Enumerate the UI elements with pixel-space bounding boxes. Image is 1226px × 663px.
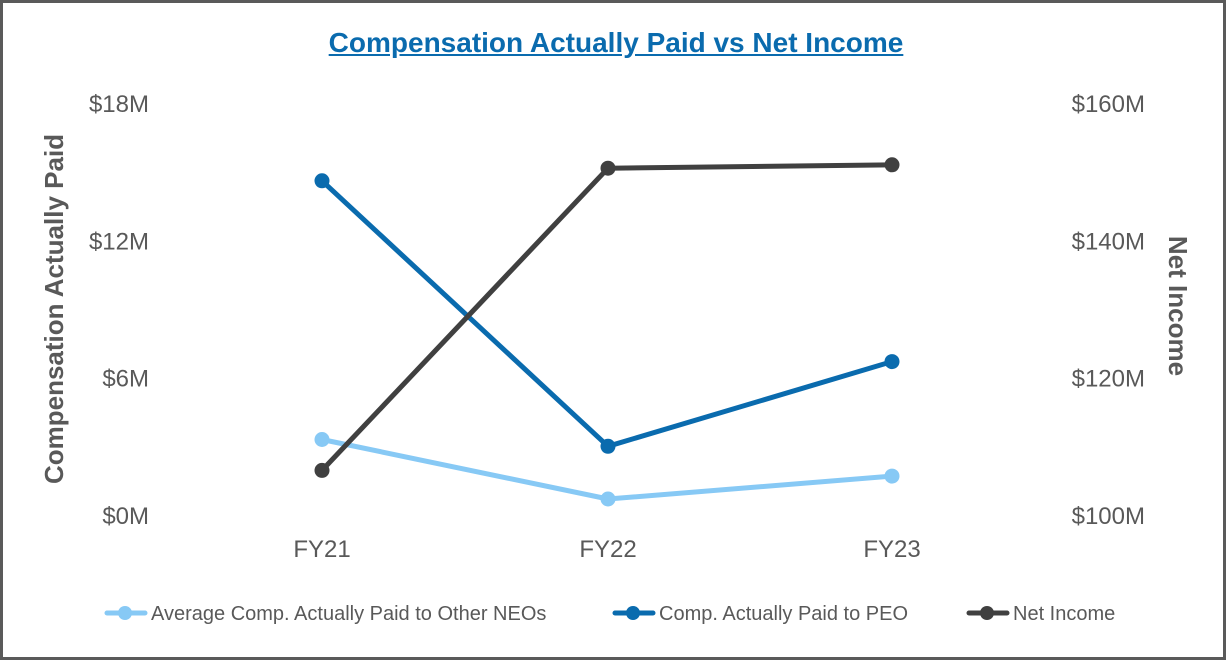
x-tick-label: FY22 (579, 536, 636, 563)
legend-label-avg_neo: Average Comp. Actually Paid to Other NEO… (151, 603, 546, 625)
y-left-tick-label: $6M (102, 366, 149, 393)
data-point-net_income (884, 157, 900, 173)
data-point-net_income (314, 462, 330, 478)
y-left-tick-label: $12M (89, 228, 149, 255)
y-left-tick-label: $18M (89, 91, 149, 118)
series-line-net_income (319, 162, 895, 473)
y-right-tick-label: $100M (1072, 503, 1145, 530)
chart-svg: $0M $6M $12M $18M $100M $120M $140M $160M FY21 FY… (39, 91, 1193, 625)
data-point-net_income (600, 160, 616, 176)
y-left-axis-title: Compensation Actually Paid (39, 134, 69, 484)
chart-title: Compensation Actually Paid vs Net Income (328, 27, 904, 58)
legend-marker-avg_neo (118, 606, 132, 620)
y-left-tick-label: $0M (102, 503, 149, 530)
data-point-peo (314, 173, 330, 189)
legend-marker-peo (626, 606, 640, 620)
y-right-tick-label: $140M (1072, 228, 1145, 255)
legend-label-net_income: Net Income (1013, 603, 1115, 625)
data-point-avg_neo (314, 432, 330, 447)
data-point-avg_neo (884, 468, 900, 484)
legend-label-peo: Comp. Actually Paid to PEO (659, 603, 908, 625)
y-right-axis-title: Net Income (1163, 236, 1193, 376)
y-right-tick-label: $120M (1072, 366, 1145, 393)
data-point-peo (600, 438, 616, 454)
legend-marker-net_income (980, 606, 994, 620)
series-line-peo (319, 178, 895, 449)
x-tick-label: FY21 (293, 536, 350, 563)
data-point-peo (884, 354, 900, 370)
y-right-tick-label: $160M (1072, 91, 1145, 118)
data-point-avg_neo (600, 491, 616, 507)
x-tick-label: FY23 (863, 536, 920, 563)
